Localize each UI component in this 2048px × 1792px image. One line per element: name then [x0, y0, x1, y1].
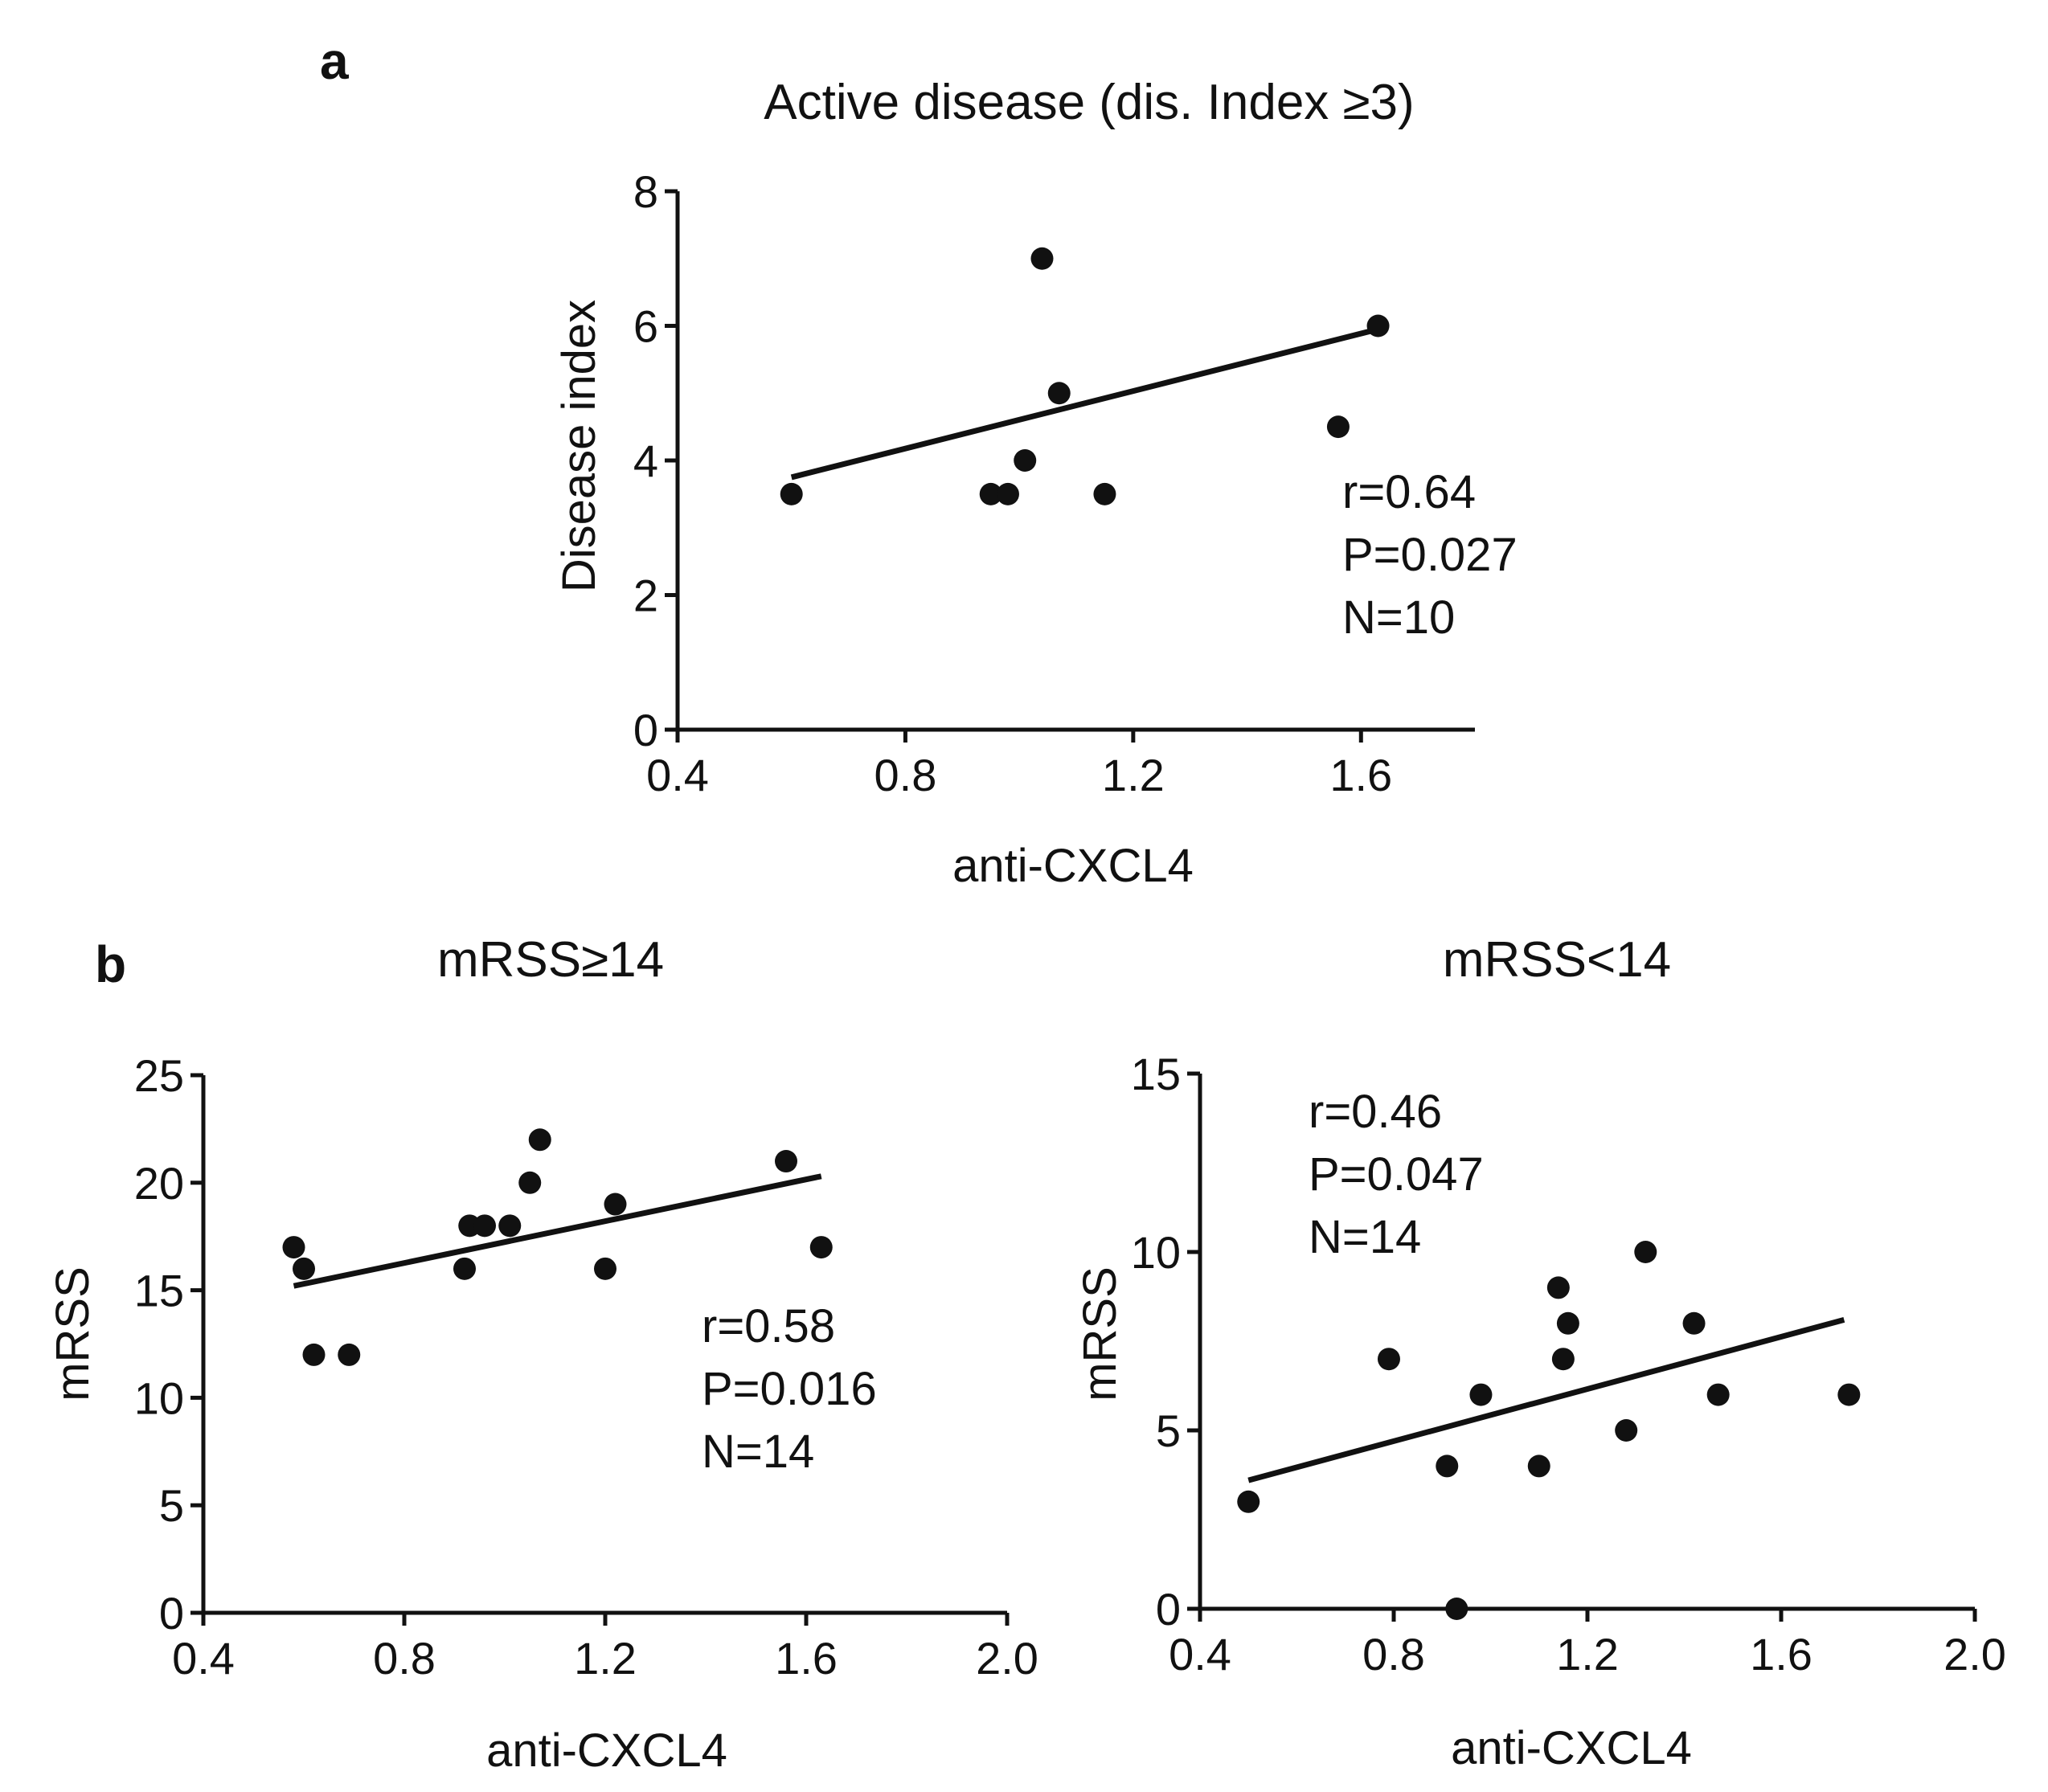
y-tick-label: 4: [633, 436, 658, 486]
data-point: [1615, 1419, 1638, 1442]
data-point: [473, 1214, 496, 1238]
x-tick-label: 1.2: [574, 1633, 637, 1684]
data-point: [1634, 1241, 1657, 1263]
y-tick-label: 15: [134, 1266, 184, 1316]
x-tick-label: 0.8: [373, 1633, 436, 1684]
data-point: [1706, 1383, 1730, 1406]
data-point: [1436, 1454, 1459, 1478]
x-tick-label: 1.6: [775, 1633, 838, 1684]
stat-n: N=10: [1342, 591, 1455, 644]
data-point: [1527, 1454, 1550, 1478]
x-tick-label: 1.2: [1102, 750, 1165, 800]
y-tick-label: 5: [159, 1480, 184, 1531]
y-tick-label: 6: [633, 301, 658, 352]
y-tick-label: 20: [134, 1158, 184, 1209]
stat-r: r=0.46: [1309, 1086, 1442, 1138]
x-tick-label: 2.0: [1944, 1629, 2006, 1679]
data-point: [1445, 1598, 1468, 1620]
y-axis-label: mRSS: [1074, 1266, 1126, 1401]
data-point: [1030, 247, 1054, 270]
data-point: [1377, 1348, 1400, 1371]
x-tick-label: 0.8: [1362, 1629, 1425, 1679]
x-tick-label: 0.8: [874, 750, 936, 800]
data-point: [338, 1343, 361, 1366]
data-point: [809, 1236, 833, 1259]
y-tick-label: 8: [633, 166, 658, 217]
stat-p: P=0.047: [1309, 1148, 1484, 1201]
data-point: [1366, 314, 1390, 338]
chart-title: mRSS<14: [1443, 932, 1671, 988]
chart-panel-a: Active disease (dis. Index ≥3) Disease i…: [553, 75, 1518, 892]
data-point: [1014, 449, 1037, 472]
stat-r: r=0.64: [1342, 466, 1476, 518]
data-point: [498, 1214, 522, 1238]
chart-title: mRSS≥14: [437, 932, 664, 988]
chart-title: Active disease (dis. Index ≥3): [764, 75, 1414, 130]
x-tick-label: 0.4: [172, 1633, 235, 1684]
y-tick-label: 0: [159, 1588, 184, 1639]
data-point: [282, 1236, 305, 1259]
data-point: [1237, 1490, 1260, 1513]
data-point: [1093, 482, 1116, 505]
regression-line: [293, 1173, 822, 1289]
y-tick-label: 10: [134, 1373, 184, 1423]
data-point: [302, 1343, 326, 1366]
stat-p: P=0.016: [702, 1363, 877, 1415]
x-axis-label: anti-CXCL4: [486, 1724, 727, 1777]
chart-panel-b-right: mRSS<14 mRSS anti-CXCL4 r=0.46 P=0.047 N…: [1074, 932, 2006, 1774]
data-point: [1047, 382, 1071, 405]
x-tick-label: 2.0: [976, 1633, 1038, 1684]
data-point: [604, 1193, 627, 1216]
y-tick-label: 10: [1131, 1227, 1181, 1278]
data-point: [1682, 1311, 1706, 1335]
regression-line: [790, 326, 1379, 481]
data-point: [528, 1128, 551, 1152]
panel-letter-a: a: [320, 32, 349, 90]
y-tick-label: 25: [134, 1050, 184, 1101]
y-tick-label: 2: [633, 571, 658, 621]
stat-n: N=14: [1309, 1211, 1421, 1263]
chart-panel-b-left: mRSS≥14 mRSS anti-CXCL4 r=0.58 P=0.016 N…: [47, 932, 1038, 1777]
y-axis-label: Disease index: [553, 300, 605, 592]
data-point: [1546, 1276, 1570, 1299]
x-tick-label: 0.4: [1169, 1629, 1231, 1679]
data-point: [979, 482, 1002, 505]
x-tick-label: 1.6: [1750, 1629, 1812, 1679]
data-point: [1837, 1383, 1861, 1406]
y-tick-label: 15: [1131, 1049, 1181, 1099]
data-point: [1551, 1348, 1575, 1371]
axes: 0 5 10 15 0.4 0.8 1.2 1.6 2.0: [1131, 1049, 2006, 1679]
stat-p: P=0.027: [1342, 529, 1518, 581]
y-tick-label: 5: [1156, 1405, 1181, 1456]
data-point: [453, 1257, 476, 1280]
x-tick-label: 0.4: [646, 750, 709, 800]
x-tick-label: 1.2: [1556, 1629, 1619, 1679]
stat-r: r=0.58: [702, 1300, 835, 1352]
data-point: [1326, 415, 1350, 439]
data-point: [996, 482, 1019, 505]
y-tick-label: 0: [633, 705, 658, 755]
y-axis-label: mRSS: [47, 1266, 99, 1401]
data-point: [1556, 1311, 1579, 1335]
axes: 0 5 10 15 20 25 0.4 0.8 1.2 1.6 2.0: [134, 1050, 1038, 1684]
y-tick-label: 0: [1156, 1584, 1181, 1634]
x-axis-label: anti-CXCL4: [952, 840, 1194, 892]
regression-line: [1247, 1316, 1845, 1483]
data-point: [775, 1150, 797, 1173]
data-point: [780, 482, 803, 505]
data-point: [293, 1257, 315, 1280]
stat-n: N=14: [702, 1426, 814, 1478]
data-point: [594, 1257, 616, 1280]
data-point: [1469, 1383, 1493, 1406]
x-tick-label: 1.6: [1329, 750, 1392, 800]
x-axis-label: anti-CXCL4: [1451, 1722, 1692, 1774]
data-point: [518, 1171, 542, 1194]
panel-letter-b: b: [95, 935, 126, 993]
axes: 0 2 4 6 8 0.4 0.8 1.2 1.6: [633, 166, 1475, 800]
